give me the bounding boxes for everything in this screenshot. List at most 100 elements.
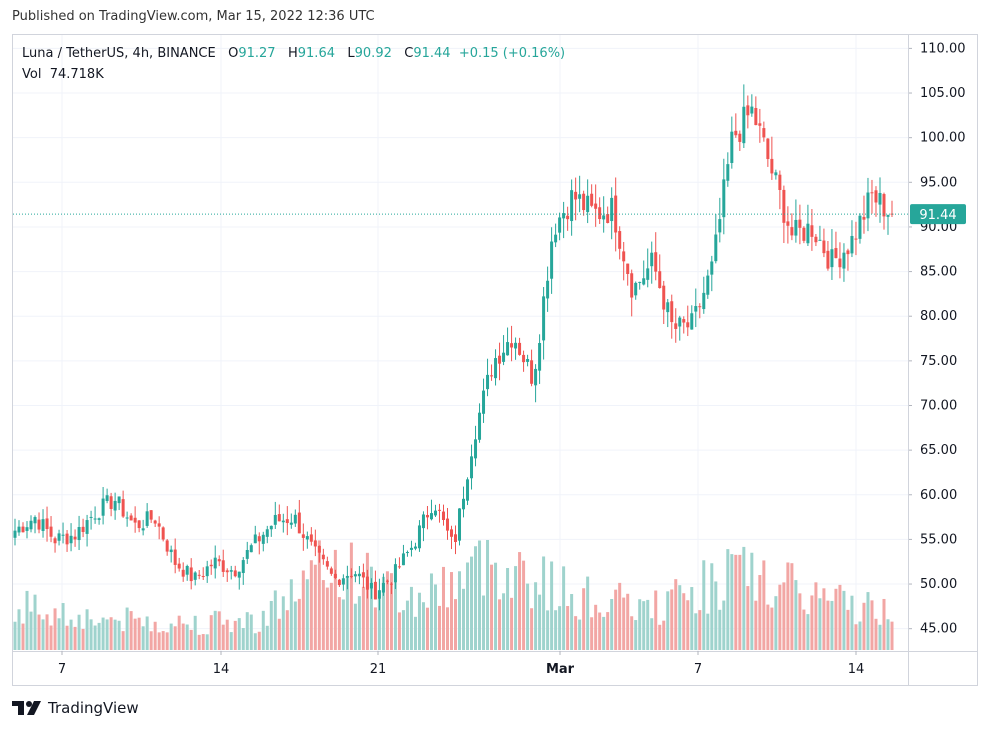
candle-body [305, 536, 309, 540]
volume-bar [445, 607, 449, 650]
candle-body [878, 192, 882, 205]
candle-body [89, 516, 93, 518]
volume-bar [209, 615, 213, 650]
candle-body [377, 590, 381, 599]
candle-body [534, 368, 538, 386]
candle-body [437, 509, 441, 511]
candle-body [626, 263, 630, 274]
candle-body [249, 545, 253, 553]
candle-body [666, 302, 670, 313]
volume-bar [109, 617, 113, 650]
volume-bar [870, 600, 874, 650]
volume-bar [129, 611, 133, 650]
volume-bar [458, 571, 462, 650]
volume-bar [73, 626, 77, 650]
volume-bar [866, 592, 870, 650]
x-tick-label: Mar [546, 662, 575, 677]
y-tick-label: 95.00 [920, 175, 957, 190]
volume-bar [397, 612, 401, 650]
legend-symbol[interactable]: Luna / TetherUS, 4h, BINANCE [22, 46, 216, 61]
candle-body [345, 575, 349, 578]
candle-body [474, 439, 478, 459]
volume-bar [29, 611, 33, 650]
volume-bar [45, 614, 49, 650]
candle-body [478, 412, 482, 440]
candle-body [361, 572, 365, 578]
volume-bar [261, 610, 265, 650]
candle-body [774, 172, 778, 176]
volume-bar [121, 631, 125, 650]
candle-body [73, 536, 77, 540]
volume-bar [105, 619, 109, 650]
volume-bar [782, 582, 786, 650]
volume-bar [630, 616, 634, 650]
candle-body [133, 517, 137, 523]
volume-bar [554, 610, 558, 650]
candle-body [794, 219, 798, 236]
volume-bar [53, 608, 57, 650]
y-tick-label: 55.00 [920, 532, 957, 547]
candle-body [385, 580, 389, 582]
volume-bar [842, 590, 846, 650]
candle-body [341, 578, 345, 585]
volume-bar [193, 615, 197, 650]
candle-body [49, 526, 53, 537]
candle-body [506, 342, 510, 356]
footer: TradingView [12, 699, 139, 717]
candle-body [157, 523, 161, 527]
candle-body [113, 500, 117, 511]
footer-brand[interactable]: TradingView [48, 699, 139, 717]
candle-body [105, 495, 109, 501]
volume-bar [133, 618, 137, 650]
candle-body [417, 525, 421, 549]
y-tick-label: 80.00 [920, 309, 957, 324]
volume-bar [462, 588, 466, 650]
candle-body [842, 252, 846, 269]
candle-body [389, 583, 393, 585]
last-price-marker: 91.44 [13, 204, 966, 225]
candle-body [706, 275, 710, 295]
candle-body [874, 190, 878, 203]
candle-body [750, 106, 754, 114]
volume-bar [185, 624, 189, 650]
volume-bar [313, 564, 317, 650]
candle-body [233, 570, 237, 577]
candle-body [197, 574, 201, 576]
candle-body [610, 197, 614, 222]
volume-bar [69, 619, 73, 650]
volume-value: 74.718K [49, 67, 104, 82]
volume-bar [149, 631, 153, 650]
volume-bar [269, 600, 273, 650]
volume-bar [806, 614, 810, 650]
candle-body [718, 219, 722, 233]
volume-bar [754, 600, 758, 650]
candle-body [618, 231, 622, 249]
candle-body [313, 540, 317, 547]
volume-bar [798, 593, 802, 650]
volume-bar [229, 632, 233, 650]
candle-body [297, 512, 301, 534]
candle-body [429, 513, 433, 520]
volume-bar [421, 602, 425, 650]
candle-body [321, 554, 325, 560]
volume-bar [562, 566, 566, 650]
volume-bar [602, 616, 606, 650]
chart-frame[interactable] [12, 34, 978, 686]
volume-bar [17, 609, 21, 650]
candle-body [870, 192, 874, 194]
tradingview-logo-icon[interactable] [12, 700, 42, 716]
candle-body [205, 566, 209, 577]
volume-bar [385, 571, 389, 650]
volume-bar [846, 609, 850, 650]
candle-body [349, 575, 353, 577]
candle-body [734, 130, 738, 136]
candle-body [726, 164, 730, 181]
volume-bar [582, 588, 586, 650]
candle-body [630, 273, 634, 298]
candle-body [790, 227, 794, 236]
candle-body [397, 566, 401, 568]
candle-body [393, 564, 397, 583]
candle-body [466, 479, 470, 501]
volume-bar [634, 620, 638, 650]
